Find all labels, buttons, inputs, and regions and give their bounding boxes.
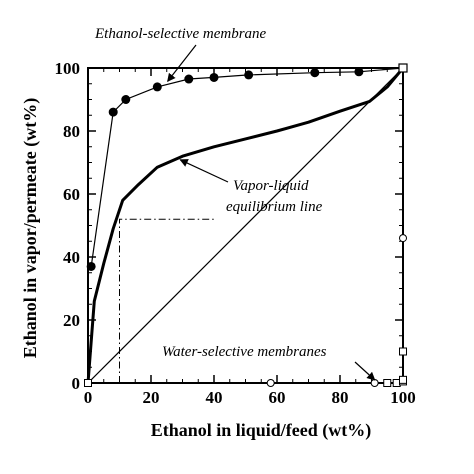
y-tick-label: 0 bbox=[72, 374, 81, 393]
x-tick-label: 0 bbox=[84, 388, 93, 407]
y-axis-title: Ethanol in vapor/permeate (wt%) bbox=[20, 98, 41, 358]
endpoint-square bbox=[398, 63, 408, 73]
diagonal-line bbox=[87, 67, 404, 384]
water-selective-square-point bbox=[84, 379, 92, 387]
water-selective-circle-point bbox=[370, 379, 379, 387]
ethanol-selective-point bbox=[86, 261, 96, 271]
ethanol-selective-point bbox=[354, 67, 364, 77]
arrow-vle-line bbox=[179, 159, 229, 183]
arrow-water-selective bbox=[354, 361, 376, 381]
water-selective-circle-point bbox=[266, 379, 275, 387]
x-tick-label: 100 bbox=[390, 388, 416, 407]
annotation-vle-line2: equilibrium line bbox=[226, 199, 323, 215]
curves bbox=[86, 67, 405, 384]
water-selective-circle-point bbox=[399, 234, 407, 243]
ethanol-selective-line bbox=[90, 67, 404, 267]
x-axis-title: Ethanol in liquid/feed (wt%) bbox=[151, 420, 372, 441]
ethanol-selective-point bbox=[184, 74, 194, 84]
x-tick-label: 60 bbox=[269, 388, 286, 407]
x-tick-label: 20 bbox=[143, 388, 160, 407]
annotation-ethanol-selective: Ethanol-selective membrane bbox=[94, 26, 267, 42]
water-selective-square-point bbox=[399, 375, 407, 384]
annotation-water-selective: Water-selective membranes bbox=[162, 344, 327, 360]
ethanol-selective-point bbox=[244, 70, 254, 80]
x-tick-label: 80 bbox=[332, 388, 349, 407]
arrow-ethanol-selective bbox=[167, 44, 197, 82]
water-selective-square-point bbox=[399, 347, 407, 356]
y-tick-label: 80 bbox=[63, 122, 80, 141]
y-tick-label: 60 bbox=[63, 185, 80, 204]
water-selective-square-point bbox=[383, 379, 392, 387]
ethanol-selective-point bbox=[108, 107, 118, 117]
y-tick-label: 20 bbox=[63, 311, 80, 330]
y-tick-label: 100 bbox=[55, 59, 81, 78]
ethanol-selective-point bbox=[152, 82, 162, 92]
markers bbox=[84, 63, 408, 387]
y-tick-label: 40 bbox=[63, 248, 80, 267]
reference-dash-dot-line bbox=[119, 218, 214, 383]
ethanol-selective-point bbox=[209, 72, 219, 82]
annotation-vle-line1: Vapor-liquid bbox=[233, 178, 309, 194]
x-tick-label: 40 bbox=[206, 388, 223, 407]
ethanol-selective-point bbox=[310, 68, 320, 78]
vle-line bbox=[86, 67, 405, 384]
ethanol-selective-point bbox=[121, 95, 131, 104]
tick-labels: 00 20 20 40 40 60 60 80 80 100 100 bbox=[55, 59, 416, 407]
annotation-arrows bbox=[167, 44, 376, 381]
